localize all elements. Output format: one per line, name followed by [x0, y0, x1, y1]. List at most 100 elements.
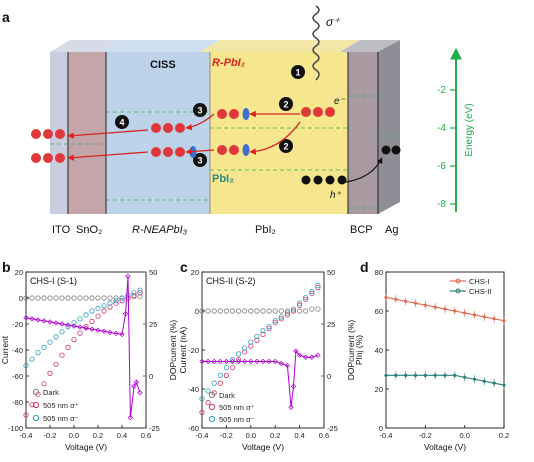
dop-point [211, 358, 217, 365]
dop-point [122, 310, 129, 317]
data-point [65, 344, 71, 350]
y-tick-label: -80 [12, 398, 23, 407]
data-point [217, 380, 223, 386]
data-point [229, 364, 236, 371]
data-point [443, 307, 447, 311]
dop-point [47, 319, 53, 325]
data-point [47, 339, 53, 345]
y2-tick-label: 25 [327, 320, 335, 329]
data-point [119, 297, 125, 304]
hole-label: h⁺ [330, 190, 342, 201]
data-point [41, 344, 47, 350]
data-point [248, 308, 254, 314]
data-point [242, 345, 248, 351]
dop-point [77, 324, 83, 330]
data-point [248, 343, 254, 349]
dop-point [101, 328, 107, 334]
energy-tick: -8 [437, 199, 446, 210]
data-point [119, 295, 125, 301]
data-point [107, 300, 113, 306]
data-point [29, 295, 35, 301]
data-point [89, 318, 95, 324]
ciss-top-face [100, 40, 220, 52]
data-point [290, 308, 297, 314]
data-point [223, 308, 229, 314]
y-tick-label: 0 [19, 294, 23, 303]
data-point [113, 295, 119, 301]
dop-point [113, 330, 119, 337]
data-point [23, 362, 29, 369]
hole-transfer-arrow [345, 157, 383, 183]
panel-c-y-ticks: 20 0 -20 -40 -60 [188, 268, 205, 433]
svg-text:4: 4 [119, 118, 124, 128]
data-point [53, 361, 59, 367]
panel-b-ylabel: Current [0, 335, 10, 364]
dop-point [23, 315, 29, 321]
data-point [413, 373, 418, 377]
data-point [113, 300, 119, 306]
data-point [463, 311, 467, 315]
x-tick-label: 0.4 [117, 431, 127, 440]
dop-point [95, 327, 101, 333]
data-point [211, 380, 217, 386]
y-tick-label: 60 [375, 307, 383, 316]
data-point [404, 373, 408, 377]
x-tick-label: 0.6 [319, 431, 329, 440]
dop-point [260, 358, 266, 365]
y-tick-label: 20 [191, 268, 199, 277]
data-point [384, 373, 388, 377]
data-point [101, 303, 107, 309]
data-point [413, 301, 418, 305]
data-point [453, 373, 457, 377]
data-point [83, 312, 89, 318]
data-point [107, 304, 113, 310]
dop-point [278, 360, 284, 367]
data-point [65, 323, 71, 330]
data-point [41, 295, 47, 301]
dop-point [107, 329, 113, 336]
data-point [309, 290, 315, 297]
pbi2-top-face [200, 40, 360, 52]
data-point [205, 308, 211, 314]
data-point [254, 337, 260, 343]
data-point [205, 388, 211, 394]
data-point [137, 290, 143, 296]
svg-text:2: 2 [283, 142, 288, 152]
layer-label-sno2: SnO₂ [76, 224, 102, 236]
data-point [278, 314, 284, 320]
dop-point [284, 362, 291, 369]
data-point [260, 308, 266, 314]
x-tick-label: -0.2 [44, 431, 57, 440]
data-point [217, 372, 223, 378]
data-point [248, 339, 254, 345]
y-tick-label: -100 [8, 424, 23, 433]
data-point [113, 297, 119, 304]
data-point [131, 292, 137, 298]
svg-text:2: 2 [283, 100, 288, 110]
panel-b-label: b [2, 259, 11, 275]
data-point [211, 308, 217, 314]
data-point [272, 318, 278, 324]
energy-levels [50, 95, 400, 209]
data-point [101, 295, 107, 301]
data-point [223, 364, 229, 371]
panel-a-label: a [2, 9, 10, 25]
dop-point [35, 317, 41, 323]
layer-label-pbi2: PbI₂ [255, 224, 276, 236]
data-point [254, 308, 260, 314]
data-point [260, 327, 266, 334]
y-tick-label: 0 [195, 307, 199, 316]
data-point [199, 396, 205, 402]
dop-point [303, 354, 309, 360]
data-point [242, 308, 248, 314]
data-point [278, 308, 284, 314]
energy-axis: -2 -4 -6 -8 Energy (eV) [437, 47, 475, 212]
panel-c-xlabel: Voltage (V) [242, 442, 284, 452]
data-point [53, 334, 59, 340]
data-point [236, 351, 242, 357]
data-point [296, 300, 303, 306]
y-tick-label: -20 [12, 320, 23, 329]
dop-point [137, 389, 143, 396]
panel-d-label: d [360, 259, 369, 275]
